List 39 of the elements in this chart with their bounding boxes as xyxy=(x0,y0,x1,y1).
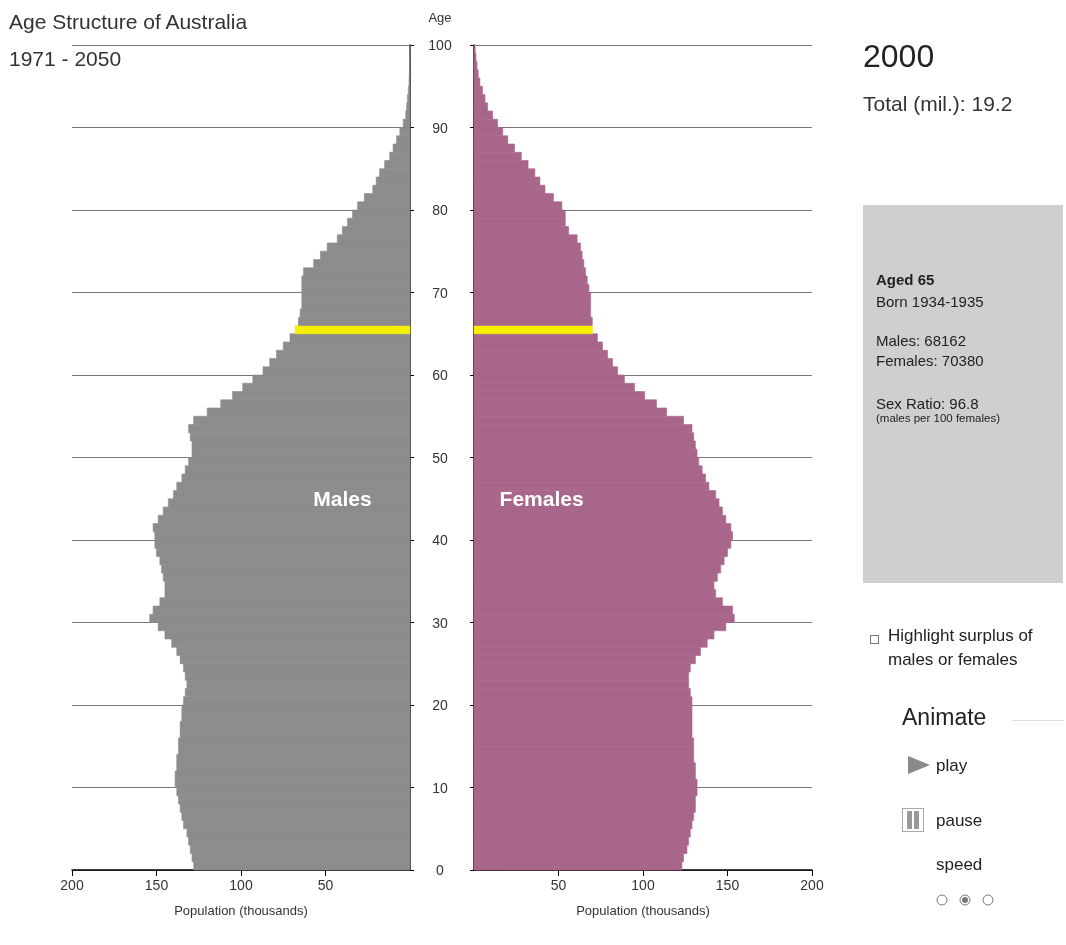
x-tick-label: 100 xyxy=(631,877,655,893)
text: Animate xyxy=(902,704,987,731)
text: Females: 70380 xyxy=(876,352,985,369)
text: Sex Ratio: 96.8 xyxy=(876,395,980,412)
series-label: Males xyxy=(313,487,372,511)
x-tick-label: 100 xyxy=(229,877,253,893)
x-tick-label: 150 xyxy=(715,877,740,893)
x-axis-title: Population (thousands) xyxy=(174,903,308,918)
y-tick-label: 30 xyxy=(432,614,448,631)
text: play xyxy=(936,756,968,776)
y-tick-label: 100 xyxy=(428,37,452,53)
x-tick-label: 150 xyxy=(144,877,169,893)
x-axis-title: Population (thousands) xyxy=(576,903,710,918)
y-axis-title: Age xyxy=(428,10,452,25)
text: Born 1934-1935 xyxy=(876,293,985,310)
text: Aged 65 xyxy=(876,271,936,288)
chart-title: Age Structure of Australia xyxy=(9,10,248,33)
text: (males per 100 females) xyxy=(876,412,1001,424)
text: Highlight surplus of males or females xyxy=(888,625,1034,671)
y-tick-label: 10 xyxy=(432,779,448,796)
text: 2000 xyxy=(863,38,935,75)
x-tick-label: 50 xyxy=(317,877,334,893)
text: speed xyxy=(936,855,983,875)
y-tick-label: 70 xyxy=(432,284,448,301)
y-tick-label: 0 xyxy=(436,862,445,878)
text: pause xyxy=(936,811,983,831)
y-tick-label: 60 xyxy=(432,367,448,383)
y-tick-label: 80 xyxy=(432,202,448,218)
x-tick-label: 200 xyxy=(60,877,84,893)
x-tick-label: 200 xyxy=(800,877,824,893)
text: Males: 68162 xyxy=(876,332,968,349)
y-tick-label: 90 xyxy=(432,119,448,136)
y-tick-label: 20 xyxy=(432,697,448,713)
text: Total (mil.): 19.2 xyxy=(863,92,1013,116)
chart-subtitle: 1971 - 2050 xyxy=(9,47,122,70)
x-tick-label: 50 xyxy=(550,877,567,893)
y-tick-label: 40 xyxy=(432,532,448,548)
series-label: Females xyxy=(499,487,584,511)
y-tick-label: 50 xyxy=(432,449,448,466)
